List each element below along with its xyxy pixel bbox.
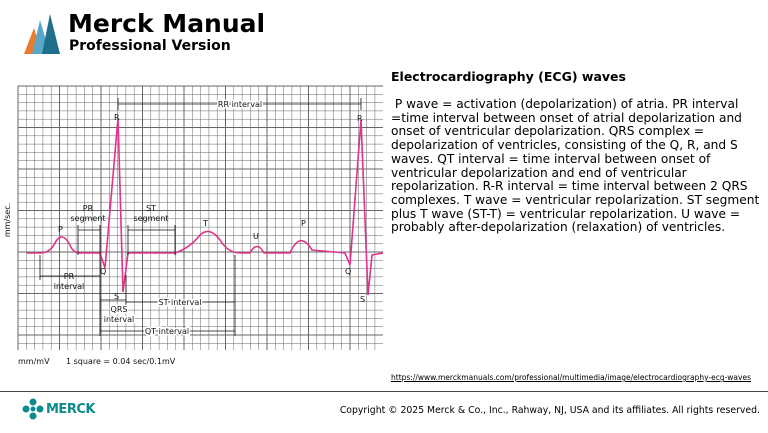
label: mm/mV: [18, 357, 50, 366]
copyright: Copyright © 2025 Merck & Co., Inc., Rahw…: [339, 405, 760, 416]
label: ST interval: [158, 298, 201, 307]
axis-label: mm/sec.: [3, 203, 12, 237]
label: S: [360, 295, 365, 304]
ecg-trace: [27, 117, 384, 296]
label: S: [114, 292, 119, 301]
label: Q: [100, 267, 106, 276]
merck-wordmark: MERCK: [46, 402, 95, 417]
body-text: P wave = activation (depolarization) of …: [391, 97, 764, 235]
heading: Electrocardiography (ECG) waves: [391, 69, 626, 84]
label: 1 square = 0.04 sec/0.1mV: [66, 357, 176, 366]
merck-logo: [22, 398, 44, 420]
divider: [0, 391, 768, 392]
dimension-lines: [39, 98, 362, 336]
label: RR interval: [218, 100, 262, 109]
label: ST segment: [133, 204, 168, 223]
label: T: [202, 219, 208, 228]
label: Q: [345, 267, 351, 276]
title: Merck Manual: [68, 9, 266, 38]
label: PR interval: [54, 272, 85, 291]
label: QRS interval: [104, 305, 135, 324]
subtitle: Professional Version: [69, 38, 231, 54]
label: PR segment: [70, 204, 105, 223]
label: P: [58, 225, 63, 234]
label: R: [114, 113, 120, 122]
logo: [24, 14, 60, 54]
label: U: [253, 232, 259, 241]
grid: [17, 85, 383, 350]
label: P: [301, 219, 306, 228]
label: QT interval: [145, 327, 189, 336]
ecg-figure: mm/sec. RR interval R R PR segment ST segm…: [3, 85, 384, 366]
label: R: [357, 114, 363, 123]
source-link[interactable]: https://www.merckmanuals.com/professiona…: [391, 373, 751, 382]
